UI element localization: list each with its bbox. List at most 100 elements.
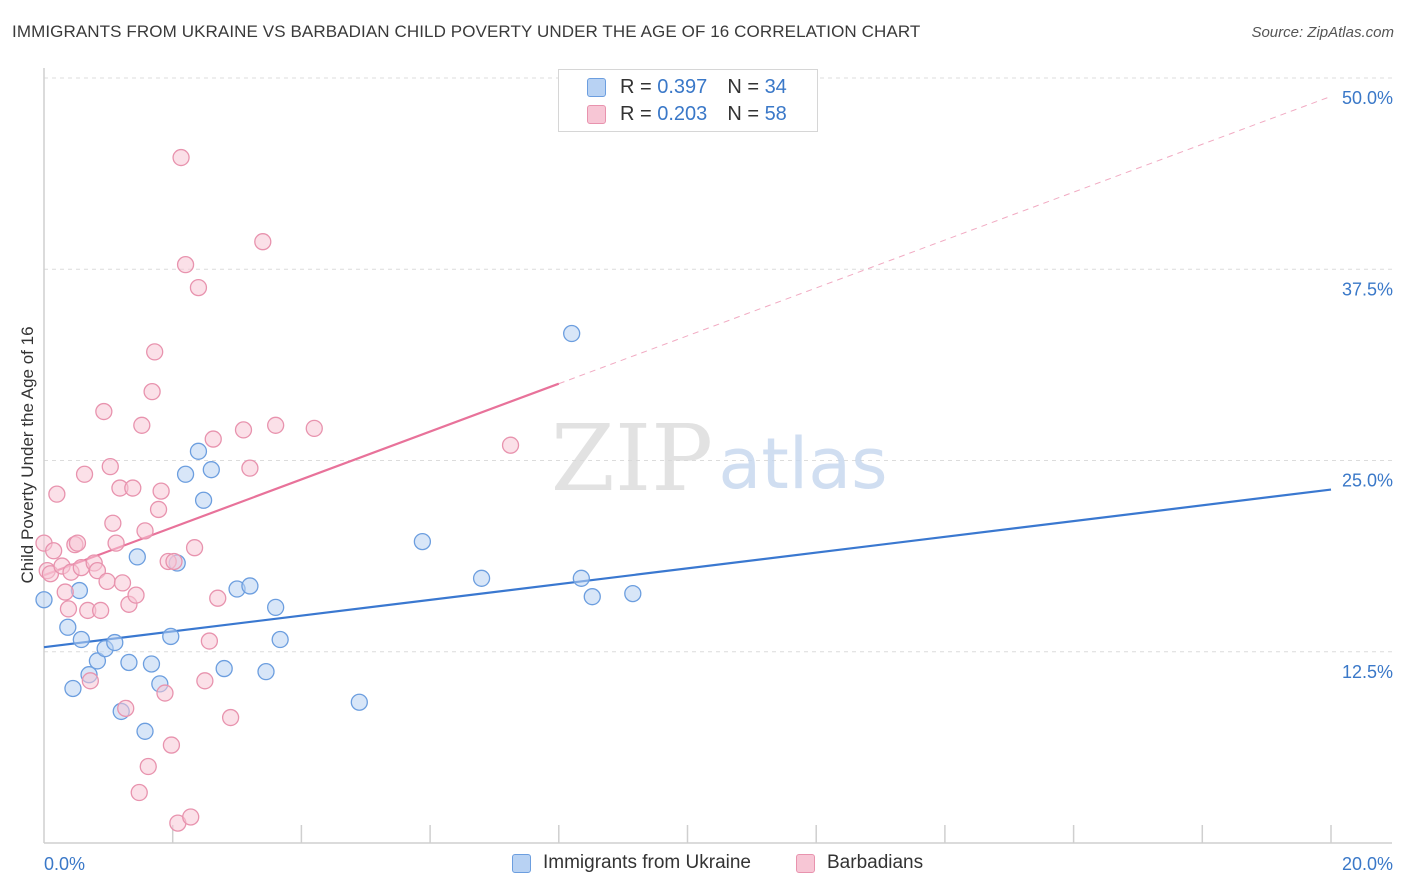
legend-swatch-barbadians — [796, 853, 815, 873]
point-ukraine — [563, 324, 581, 343]
trend-lines — [43, 95, 1332, 649]
point-barbadians — [182, 808, 200, 826]
point-ukraine — [413, 532, 432, 551]
point-barbadians — [152, 482, 170, 500]
point-barbadians — [165, 552, 183, 571]
r-value: 0.203 — [657, 102, 708, 125]
point-ukraine — [583, 588, 601, 606]
watermark-atlas: atlas — [718, 423, 887, 505]
point-barbadians — [113, 574, 132, 592]
point-ukraine — [162, 627, 180, 646]
point-barbadians — [56, 583, 74, 601]
legend-label-ukraine: Immigrants from Ukraine — [543, 852, 751, 873]
r-label: R = — [620, 102, 652, 125]
point-barbadians — [48, 485, 66, 503]
point-ukraine — [106, 633, 124, 652]
stats-legend: R = 0.397 N = 34 R = 0.203 N = 58 — [558, 69, 818, 132]
point-barbadians — [241, 459, 259, 477]
legend-item-ukraine[interactable]: Immigrants from Ukraine — [512, 852, 751, 874]
chart-title: IMMIGRANTS FROM UKRAINE VS BARBADIAN CHI… — [12, 22, 921, 41]
point-ukraine — [472, 569, 491, 587]
n-label: N = — [727, 102, 759, 125]
point-barbadians — [68, 534, 87, 552]
point-ukraine — [142, 655, 161, 673]
point-ukraine — [70, 581, 89, 600]
point-barbadians — [162, 736, 181, 754]
y-tick-label: 37.5% — [1342, 279, 1393, 299]
point-barbadians — [149, 500, 168, 519]
point-barbadians — [130, 783, 148, 802]
legend-swatch-ukraine — [512, 853, 531, 873]
point-barbadians — [133, 416, 151, 434]
point-barbadians — [45, 542, 63, 560]
point-barbadians — [59, 600, 78, 618]
point-barbadians — [136, 522, 154, 540]
point-ukraine — [72, 630, 90, 649]
point-ukraine — [257, 662, 275, 681]
point-ukraine — [59, 618, 77, 636]
point-barbadians — [185, 539, 204, 557]
point-barbadians — [139, 757, 157, 776]
point-ukraine — [202, 461, 220, 479]
point-barbadians — [267, 416, 285, 434]
point-ukraine — [120, 653, 138, 672]
trend-line-ukraine — [43, 488, 1332, 649]
point-ukraine — [88, 652, 107, 670]
point-ukraine — [267, 598, 285, 617]
point-barbadians — [234, 421, 253, 439]
point-barbadians — [98, 572, 116, 591]
point-barbadians — [101, 457, 119, 476]
y-tick-label: 50.0% — [1342, 88, 1393, 108]
point-barbadians — [104, 514, 122, 532]
y-tick-label: 25.0% — [1342, 471, 1393, 491]
y-tick-label: 12.5% — [1342, 662, 1393, 682]
swatch-barbadians — [587, 104, 606, 124]
point-barbadians — [221, 708, 240, 727]
stats-row-ukraine: R = 0.397 N = 34 — [587, 75, 787, 99]
point-barbadians — [143, 382, 161, 401]
point-ukraine — [128, 548, 146, 566]
point-ukraine — [215, 659, 233, 678]
point-barbadians — [204, 430, 222, 448]
point-barbadians — [254, 233, 272, 251]
point-ukraine — [350, 693, 368, 711]
point-ukraine — [64, 679, 82, 698]
point-barbadians — [124, 479, 142, 497]
point-ukraine — [35, 591, 53, 609]
point-barbadians — [117, 699, 135, 718]
point-ukraine — [572, 569, 590, 587]
tick-labels: 12.5% 25.0% 37.5% 50.0% 0.0% 20.0% — [44, 88, 1393, 874]
stats-row-barbadians: R = 0.203 N = 58 — [587, 102, 787, 126]
point-barbadians — [146, 343, 164, 361]
point-barbadians — [196, 672, 214, 690]
watermark: ZIP atlas — [551, 405, 888, 512]
point-barbadians — [176, 256, 195, 274]
point-barbadians — [172, 148, 190, 167]
n-value: 58 — [764, 102, 787, 125]
point-barbadians — [156, 684, 174, 702]
point-barbadians — [305, 419, 323, 438]
n-value: 34 — [764, 75, 787, 98]
point-ukraine — [136, 722, 154, 740]
series-legend: Immigrants from Ukraine Barbadians — [0, 852, 1406, 878]
point-ukraine — [194, 491, 213, 509]
point-barbadians — [75, 465, 94, 483]
trend-line-extension-barbadians — [558, 95, 1332, 385]
point-barbadians — [95, 402, 113, 421]
point-ukraine — [189, 442, 208, 460]
point-barbadians — [189, 278, 208, 297]
point-barbadians — [127, 586, 145, 604]
legend-item-barbadians[interactable]: Barbadians — [796, 852, 923, 874]
point-ukraine — [241, 577, 259, 595]
point-barbadians — [209, 589, 227, 607]
point-barbadians — [88, 562, 107, 580]
point-barbadians — [81, 672, 99, 690]
chart-source: Source: ZipAtlas.com — [1251, 24, 1394, 41]
trend-line-barbadians — [43, 382, 560, 577]
data-points — [35, 148, 642, 832]
r-label: R = — [620, 75, 652, 98]
watermark-zip: ZIP — [551, 405, 713, 512]
axes — [43, 68, 1392, 844]
swatch-ukraine — [587, 77, 606, 97]
